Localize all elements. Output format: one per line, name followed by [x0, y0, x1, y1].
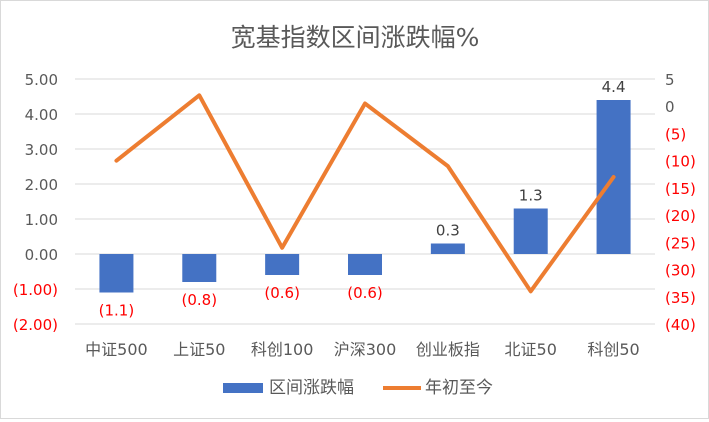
right-axis-tick-label: 5: [665, 71, 675, 89]
category-label: 中证500: [85, 340, 148, 359]
bar-data-label: (0.6): [347, 284, 383, 302]
left-axis-tick-label: 1.00: [25, 211, 58, 229]
bar: [514, 209, 548, 255]
right-axis-tick-label: 0: [665, 98, 675, 116]
bar-data-label: (0.8): [182, 291, 218, 309]
right-axis-tick-label: (10): [665, 153, 696, 171]
left-axis-tick-label: 3.00: [25, 141, 58, 159]
legend-line-label: 年初至今: [425, 378, 493, 398]
left-axis-tick-label: 0.00: [25, 246, 58, 264]
right-axis-tick-label: (20): [665, 207, 696, 225]
category-label: 上证50: [173, 340, 225, 359]
bar: [182, 254, 216, 282]
left-axis-tick-label: (1.00): [13, 281, 58, 299]
legend-bar-label: 区间涨跌幅: [269, 378, 354, 398]
category-label: 北证50: [505, 340, 557, 359]
bar: [265, 254, 299, 275]
legend: 区间涨跌幅 年初至今: [223, 378, 493, 398]
bar-data-label: (1.1): [99, 302, 135, 320]
bar: [348, 254, 382, 275]
left-axis-tick-label: 2.00: [25, 176, 58, 194]
right-axis-tick-label: (40): [665, 316, 696, 334]
right-axis-tick-label: (35): [665, 289, 696, 307]
right-axis-tick-label: (25): [665, 234, 696, 252]
right-axis-tick-label: (5): [665, 125, 686, 143]
category-label: 沪深300: [334, 340, 397, 359]
left-axis-ticks: 5.00 4.00 3.00 2.00 1.00 0.00 (1.00) (2.00): [13, 71, 58, 334]
right-axis-ticks: 5 0 (5) (10) (15) (20) (25) (30) (35) (40): [665, 71, 696, 334]
bar-data-label: 1.3: [519, 187, 543, 205]
chart-title: 宽基指数区间涨跌幅%: [231, 23, 480, 52]
legend-bar-swatch: [223, 383, 263, 393]
left-axis-tick-label: 4.00: [25, 106, 58, 124]
bar: [431, 244, 465, 255]
category-labels: 中证500 上证50 科创100 沪深300 创业板指 北证50 科创50: [85, 340, 640, 359]
bar-data-label: (0.6): [264, 284, 300, 302]
category-label: 创业板指: [416, 340, 480, 359]
category-label: 科创100: [251, 340, 314, 359]
bar-data-label: 0.3: [436, 222, 460, 240]
right-axis-tick-label: (30): [665, 262, 696, 280]
category-label: 科创50: [587, 340, 639, 359]
left-axis-tick-label: (2.00): [13, 316, 58, 334]
bar-data-label: 4.4: [602, 78, 626, 96]
right-axis-tick-label: (15): [665, 180, 696, 198]
left-axis-tick-label: 5.00: [25, 71, 58, 89]
bar: [99, 254, 133, 293]
